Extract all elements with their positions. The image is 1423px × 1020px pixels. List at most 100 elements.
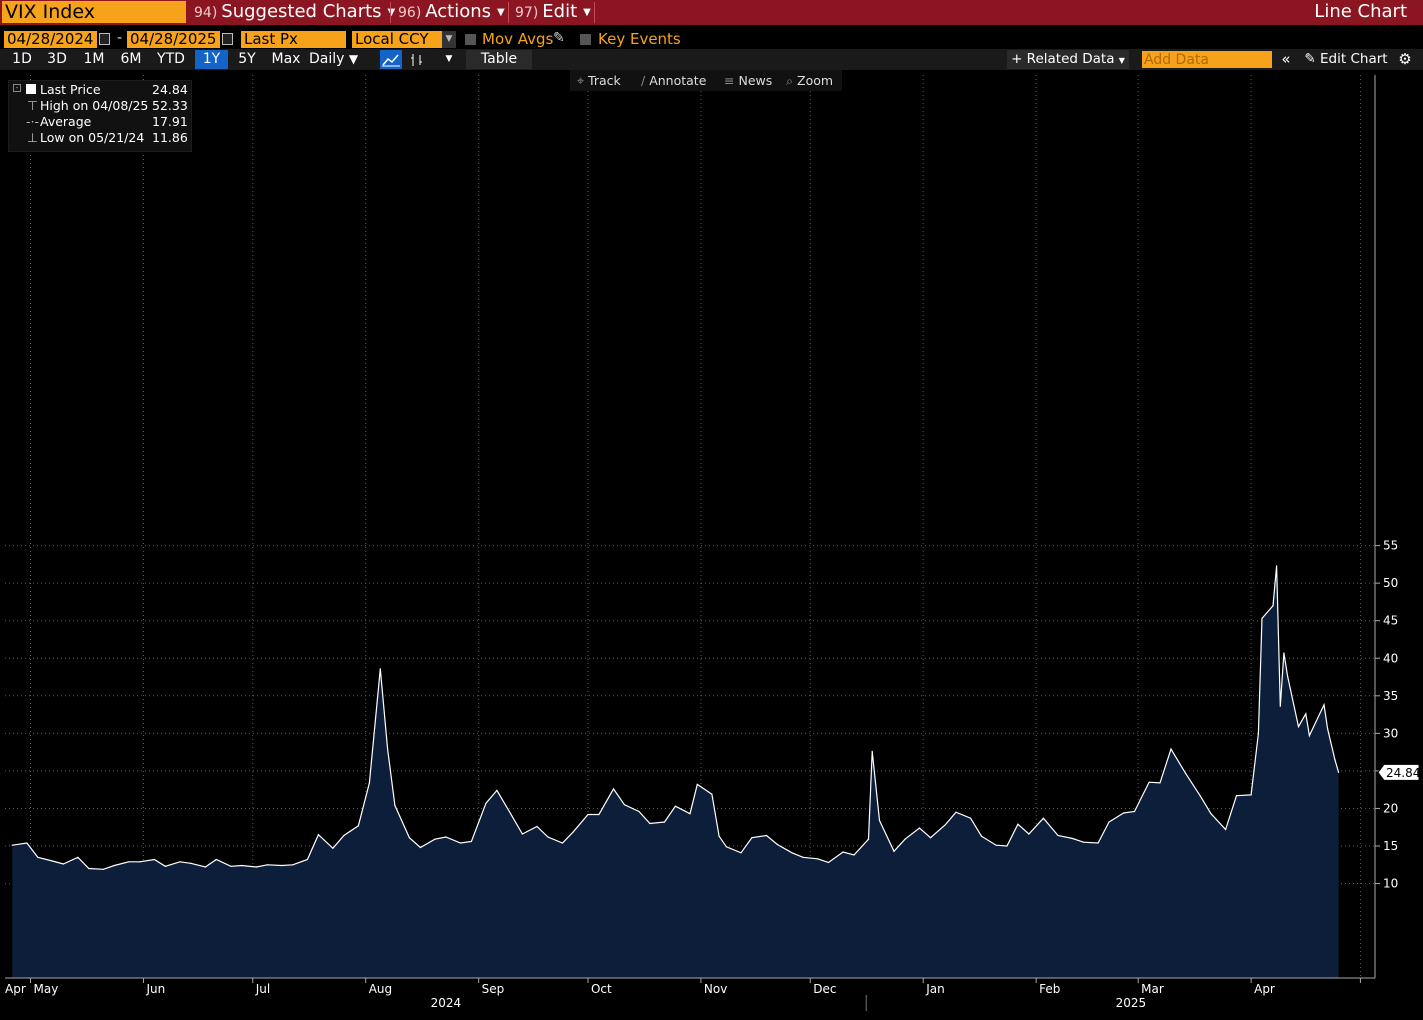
zoom-icon: ⌕ (786, 73, 794, 88)
gear-icon[interactable]: ⚙ (1398, 50, 1412, 68)
currency-dropdown-icon[interactable]: ▼ (442, 31, 456, 48)
range-ytd-button[interactable]: YTD (157, 51, 185, 67)
collapse-legend-icon[interactable]: - (13, 84, 21, 92)
data-point (153, 858, 155, 861)
data-point (379, 668, 381, 670)
data-point (1210, 813, 1212, 815)
data-point (190, 862, 192, 864)
ticker-field[interactable]: VIX Index (2, 1, 186, 23)
y-tick-label: 20 (1383, 801, 1398, 815)
data-point (1250, 794, 1252, 796)
line-chart-icon[interactable] (380, 50, 402, 69)
legend-box (8, 80, 192, 152)
collapse-icon[interactable]: « (1281, 50, 1291, 68)
data-point (598, 813, 600, 816)
frequency-select[interactable]: Daily ▼ (309, 50, 375, 69)
calendar-icon[interactable] (222, 33, 233, 45)
low-marker-icon: ⊥ (27, 130, 38, 145)
data-point (878, 819, 881, 822)
data-point (11, 844, 13, 846)
data-point (1097, 842, 1099, 844)
data-point (37, 856, 39, 858)
range-1m-button[interactable]: 1M (83, 51, 105, 67)
add-data-input[interactable] (1142, 51, 1272, 68)
range-3d-button[interactable]: 3D (47, 51, 67, 67)
data-point (751, 837, 753, 839)
track-button[interactable]: ⌖ Track (577, 71, 621, 90)
x-month-label: Sep (482, 982, 505, 996)
legend-low-value: 11.86 (152, 130, 188, 145)
menu-label: Edit (542, 1, 578, 22)
data-point (561, 842, 564, 844)
currency-select[interactable]: Local CCY (352, 31, 442, 48)
data-point (1184, 772, 1187, 774)
crosshair-icon: ⌖ (577, 73, 585, 88)
data-point (419, 846, 421, 849)
actions-menu[interactable]: 96) Actions ▼ (398, 1, 505, 23)
table-button[interactable]: Table (466, 50, 532, 69)
y-tick-label: 10 (1383, 877, 1398, 891)
annotate-button[interactable]: ∕ Annotate (641, 71, 706, 90)
bar-chart-icon[interactable] (406, 50, 428, 69)
data-point (1338, 771, 1340, 774)
pencil-icon[interactable]: ✎ (553, 30, 565, 46)
data-point (1305, 713, 1307, 715)
start-date-field[interactable]: 04/28/2024 (4, 31, 97, 48)
suggested-charts-menu[interactable]: 94) Suggested Charts ▼ (194, 1, 395, 23)
data-point (536, 825, 538, 828)
legend-last-price-value: 24.84 (152, 82, 188, 97)
x-month-label: Jul (255, 982, 270, 996)
edit-chart-button[interactable]: ✎ Edit Chart (1300, 50, 1392, 69)
data-point (1235, 795, 1238, 797)
data-point (1148, 781, 1150, 783)
x-month-label: Jan (925, 982, 945, 996)
series-color-swatch (26, 84, 36, 94)
data-point (1042, 817, 1044, 819)
average-marker-icon: -·- (26, 114, 39, 129)
x-month-label: Aug (369, 982, 392, 996)
range-6m-button[interactable]: 6M (120, 51, 142, 67)
x-month-label: May (34, 982, 59, 996)
data-point (317, 834, 319, 836)
data-point (1082, 841, 1085, 843)
data-point (255, 866, 257, 868)
data-point (970, 817, 972, 819)
range-1y-button[interactable]: 1Y (195, 50, 228, 69)
end-date-field[interactable]: 04/28/2025 (127, 31, 220, 48)
calendar-icon[interactable] (99, 33, 110, 45)
data-point (496, 789, 498, 792)
data-point (1159, 782, 1161, 784)
news-button[interactable]: ≡ News (724, 71, 772, 90)
data-point (1308, 735, 1310, 737)
data-point (102, 868, 104, 870)
data-point (128, 861, 130, 863)
price-area (11, 565, 1340, 978)
range-1d-button[interactable]: 1D (12, 51, 32, 67)
data-point (765, 834, 768, 837)
data-point (179, 861, 181, 863)
data-point (394, 804, 396, 807)
data-point (663, 821, 666, 823)
caret-down-icon: ▼ (348, 52, 359, 66)
y-tick-label: 50 (1383, 576, 1398, 590)
price-field-select[interactable]: Last Px (241, 31, 346, 48)
data-point (1327, 728, 1329, 730)
zoom-button[interactable]: ⌕ Zoom (786, 71, 833, 90)
related-data-button[interactable]: + Related Data ▼ (1007, 50, 1129, 69)
legend-avg-value: 17.91 (152, 114, 188, 129)
mov-avgs-checkbox[interactable] (465, 34, 476, 45)
data-point (980, 835, 983, 837)
y-axis: 1015202530354045505524.84 (1374, 75, 1420, 978)
data-point (332, 847, 334, 849)
key-events-checkbox[interactable] (580, 34, 591, 45)
data-point (871, 750, 873, 753)
range-5y-button[interactable]: 5Y (238, 51, 256, 67)
chart-style-dropdown-icon[interactable]: ▼ (445, 54, 453, 64)
edit-menu[interactable]: 97) Edit ▼ (515, 1, 591, 23)
data-point (1257, 732, 1259, 735)
range-max-button[interactable]: Max (271, 51, 301, 67)
data-point (674, 805, 677, 807)
news-icon: ≡ (724, 73, 735, 88)
y-tick-label: 30 (1383, 726, 1398, 740)
